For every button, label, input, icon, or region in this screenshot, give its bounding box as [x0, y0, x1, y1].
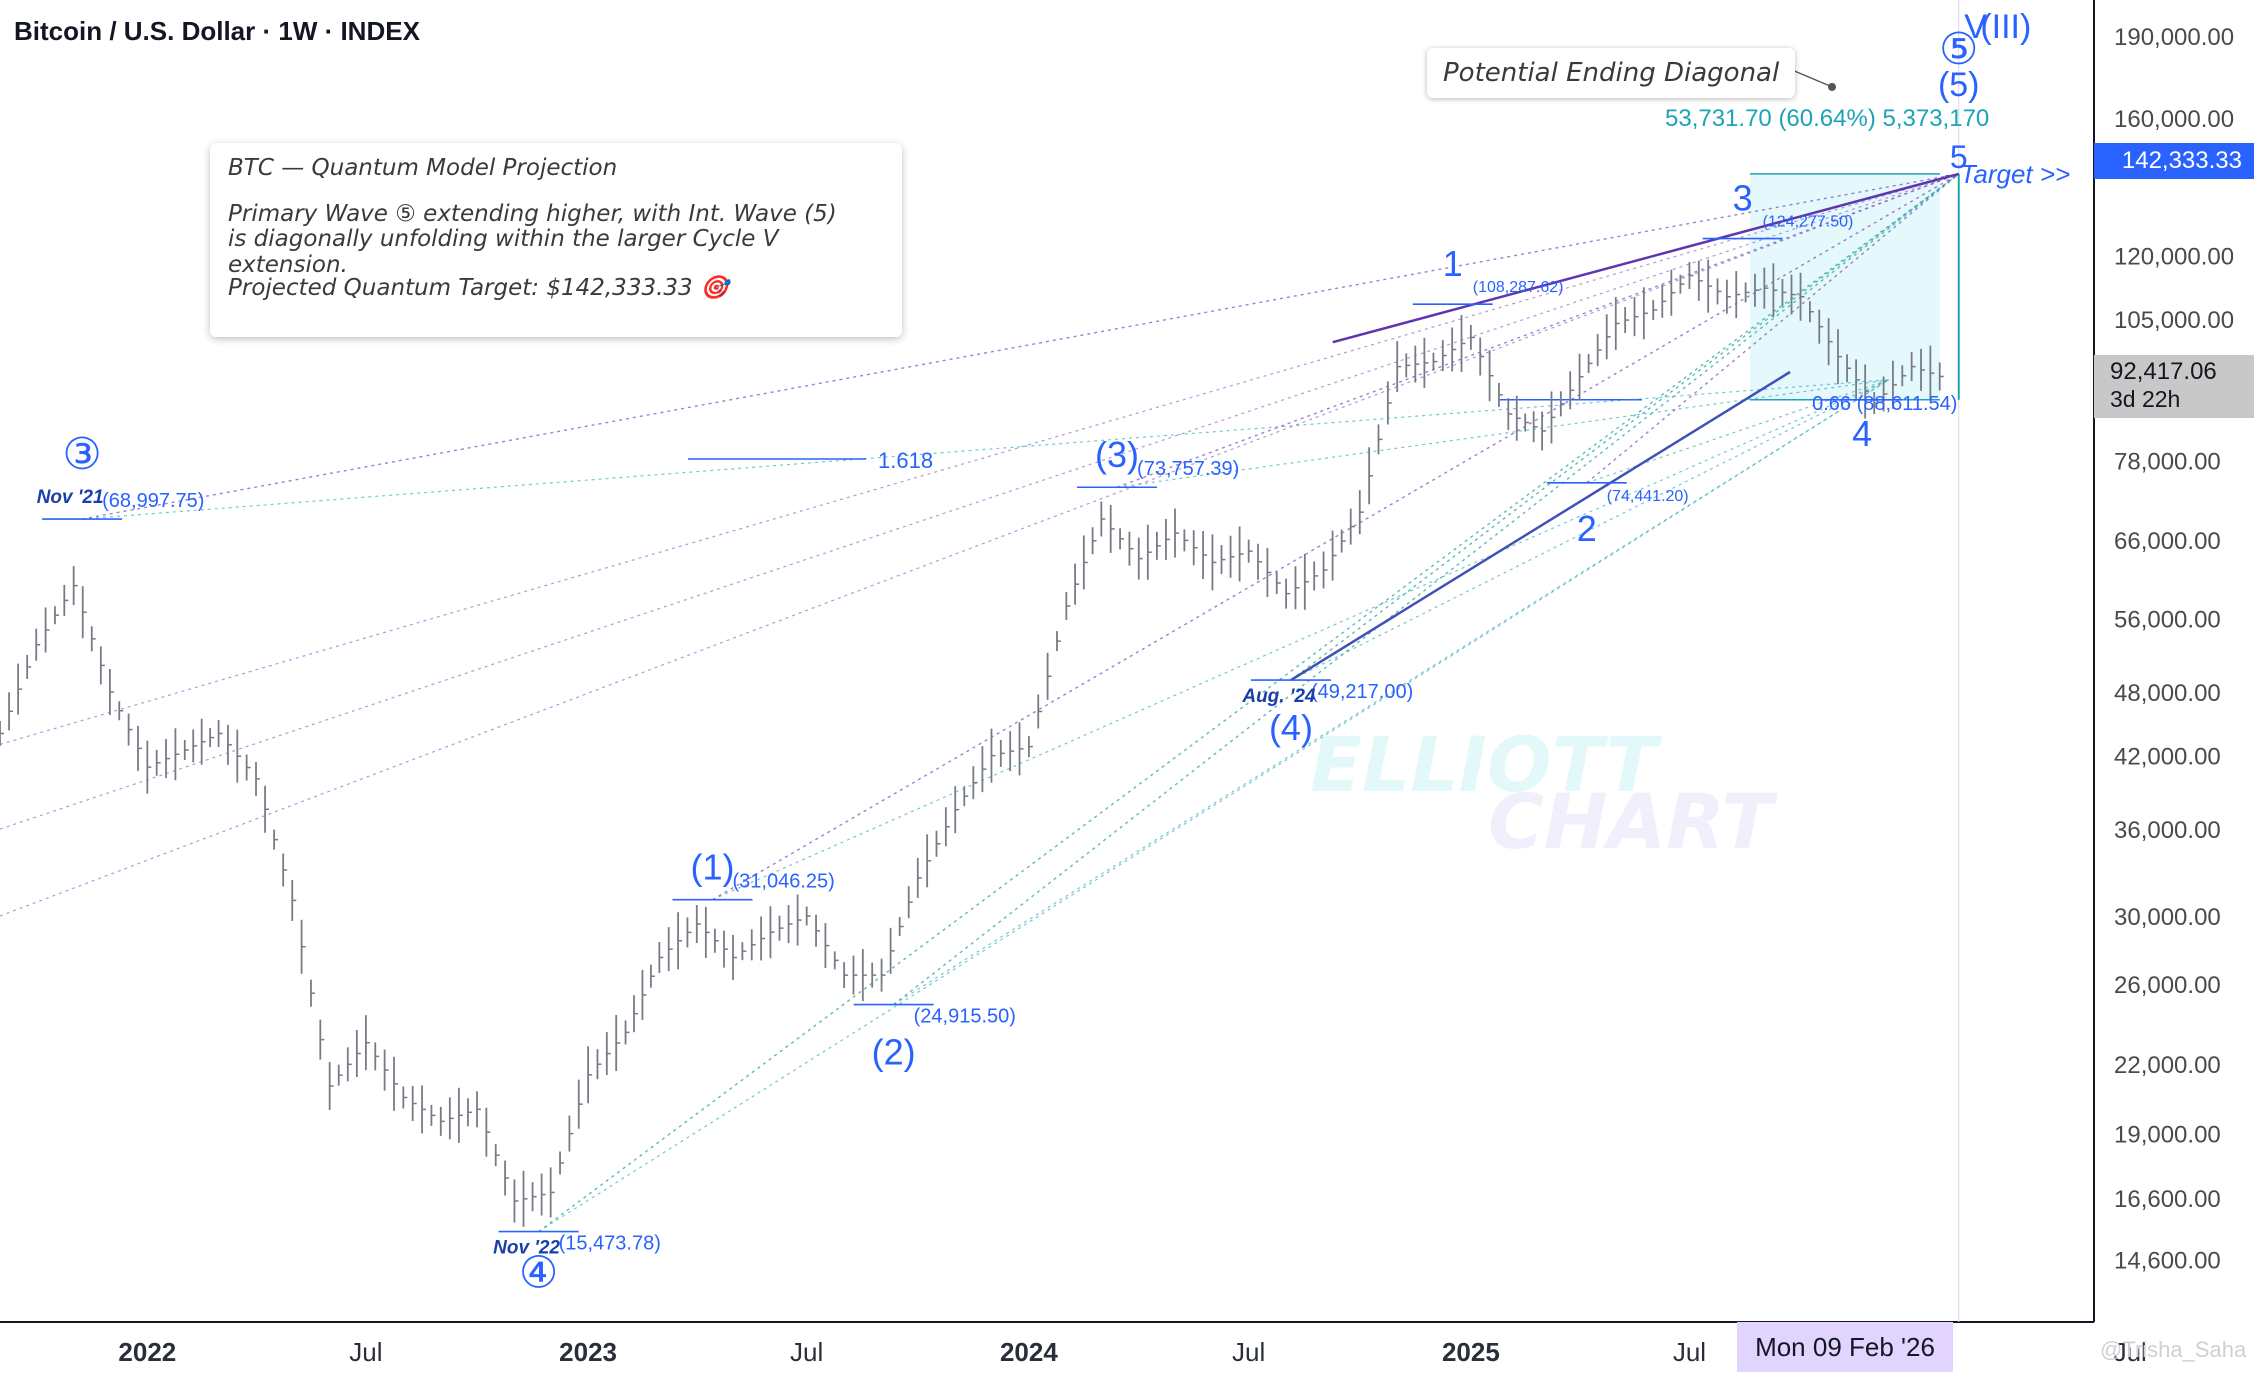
wave-label: 1 — [1443, 243, 1463, 284]
target-label: - Target >> — [1944, 159, 2070, 189]
wave-label: ⑤ — [1939, 25, 1978, 74]
wave-label: 2 — [1577, 508, 1597, 549]
upper-diagonal-line — [1332, 172, 1960, 344]
price-tick-label: 66,000.00 — [2114, 528, 2221, 555]
author-watermark: @Trisha_Saha — [2100, 1337, 2247, 1362]
price-tick-label: 42,000.00 — [2114, 744, 2221, 771]
countdown-label: 3d 22h — [2110, 386, 2181, 412]
wave-label: 3 — [1733, 178, 1753, 219]
wave-label: (2) — [872, 1032, 916, 1073]
ending-diagonal-note[interactable]: Potential Ending Diagonal — [1427, 48, 1796, 98]
symbol-title: Bitcoin / U.S. Dollar · 1W · INDEX — [14, 16, 420, 46]
wave-price-label: (15,473.78) — [559, 1233, 661, 1255]
fan-line — [81, 173, 1959, 520]
fan-line — [893, 173, 1960, 1006]
wave-price-label: (73,757.39) — [1137, 458, 1239, 480]
time-tick-label: 2025 — [1442, 1337, 1500, 1367]
price-tick-label: 36,000.00 — [2114, 817, 2221, 844]
projection-label: 53,731.70 (60.64%) 5,373,170 — [1665, 105, 1989, 132]
wave-price-label: (108,287.62) — [1473, 279, 1564, 296]
price-tick-label: 14,600.00 — [2114, 1247, 2221, 1274]
time-tick-label: Jul — [2114, 1337, 2147, 1367]
time-tick-label: Jul — [349, 1337, 382, 1367]
price-tick-label: 78,000.00 — [2114, 449, 2221, 476]
time-tick-label: Jul — [1673, 1337, 1706, 1367]
target-price-label: 142,333.33 — [2121, 147, 2242, 174]
note-title: BTC — Quantum Model Projection — [228, 155, 618, 181]
note-line-3: Projected Quantum Target: $142,333.33 🎯 — [228, 275, 729, 301]
lower-diagonal-line — [1290, 370, 1791, 682]
wave-date-label: Aug. '24 — [1241, 686, 1316, 707]
wave-label: (5) — [1938, 66, 1980, 104]
fib-1618-label: 1.618 — [878, 448, 933, 473]
price-tick-label: 48,000.00 — [2114, 680, 2221, 707]
wave-label: (4) — [1269, 707, 1313, 748]
price-tick-label: 160,000.00 — [2114, 106, 2234, 133]
wave-price-label: 0.66 (88,611.54) — [1812, 393, 1957, 415]
note-line-1: Primary Wave ⑤ extending higher, with In… — [228, 201, 837, 227]
price-tick-label: 30,000.00 — [2114, 904, 2221, 931]
price-tick-label: 105,000.00 — [2114, 307, 2234, 334]
time-tick-label: 2023 — [559, 1337, 617, 1367]
time-tick-label: 2024 — [1000, 1337, 1058, 1367]
time-tick-label: 2022 — [118, 1337, 176, 1367]
wave-label: (1) — [690, 847, 734, 888]
fan-line — [0, 173, 1959, 830]
target-price-tag: 142,333.33 — [2094, 143, 2254, 179]
wave-price-label: (68,997.75) — [102, 490, 204, 512]
fan-line — [1116, 173, 1959, 488]
fan-line — [712, 379, 1889, 901]
note-connector — [1791, 69, 1831, 87]
last-price-tag: 92,417.06 3d 22h — [2094, 355, 2254, 418]
price-tick-label: 190,000.00 — [2114, 24, 2234, 51]
wave-price-label: (31,046.25) — [732, 871, 834, 893]
wave-label: ③ — [62, 430, 101, 479]
time-tick-label: Jul — [790, 1337, 823, 1367]
wave-price-label: (49,217.00) — [1311, 681, 1413, 703]
price-tick-label: 120,000.00 — [2114, 243, 2234, 270]
fan-line — [82, 379, 1889, 520]
wave-date-label: Nov '22 — [493, 1238, 560, 1259]
fan-line — [538, 379, 1890, 1233]
price-tick-label: 16,600.00 — [2114, 1186, 2221, 1213]
projection-note[interactable]: BTC — Quantum Model Projection Primary W… — [210, 143, 902, 337]
last-price-label: 92,417.06 — [2110, 358, 2217, 385]
time-tick-label: Jul — [1232, 1337, 1265, 1367]
wave-label: ④ — [519, 1249, 558, 1298]
wave-label: (III) — [1980, 8, 2031, 46]
wave-label: V — [1964, 8, 1987, 46]
price-tick-label: 26,000.00 — [2114, 972, 2221, 999]
price-tick-label: 56,000.00 — [2114, 607, 2221, 634]
wave-label: 5 — [1950, 139, 1968, 175]
wave-price-label: (24,915.50) — [914, 1006, 1016, 1028]
crosshair-date-tag: Mon 09 Feb '26 — [1737, 1322, 1953, 1372]
wave-date-label: Nov '21 — [37, 487, 104, 508]
fan-line — [0, 173, 1959, 917]
wave-label: 4 — [1852, 413, 1872, 454]
note-connector-dot — [1828, 83, 1836, 91]
fan-line — [712, 173, 1960, 901]
watermark-elliott: ELLIOTT — [1310, 720, 1658, 809]
price-tick-label: 19,000.00 — [2114, 1122, 2221, 1149]
watermark-chart: CHART — [1488, 777, 1774, 866]
fan-line — [538, 173, 1960, 1233]
note-line-2: is diagonally unfolding within the large… — [228, 226, 779, 278]
price-axis-panel — [2094, 0, 2268, 1378]
wave-label: (3) — [1095, 434, 1139, 475]
price-tick-label: 22,000.00 — [2114, 1052, 2221, 1079]
wave-price-label: (124,277.50) — [1763, 214, 1854, 231]
wave-price-label: (74,441.20) — [1607, 488, 1689, 505]
